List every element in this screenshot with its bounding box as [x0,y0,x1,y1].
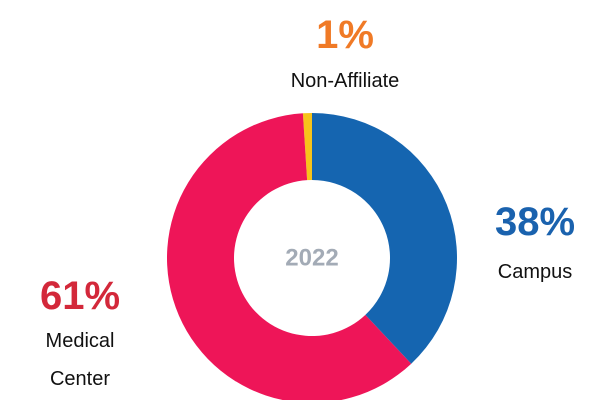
category-label: Medical Center [45,330,115,390]
category-label: Campus [497,261,573,283]
value-label: 38% [494,200,576,244]
donut-slice [312,113,457,364]
category-label: Non-Affiliate [290,70,400,92]
center-label: 2022 [285,244,338,271]
value-label: 1% [316,13,374,57]
value-label: 61% [39,274,121,318]
donut-slice [302,113,312,181]
donut-slice [166,113,412,400]
